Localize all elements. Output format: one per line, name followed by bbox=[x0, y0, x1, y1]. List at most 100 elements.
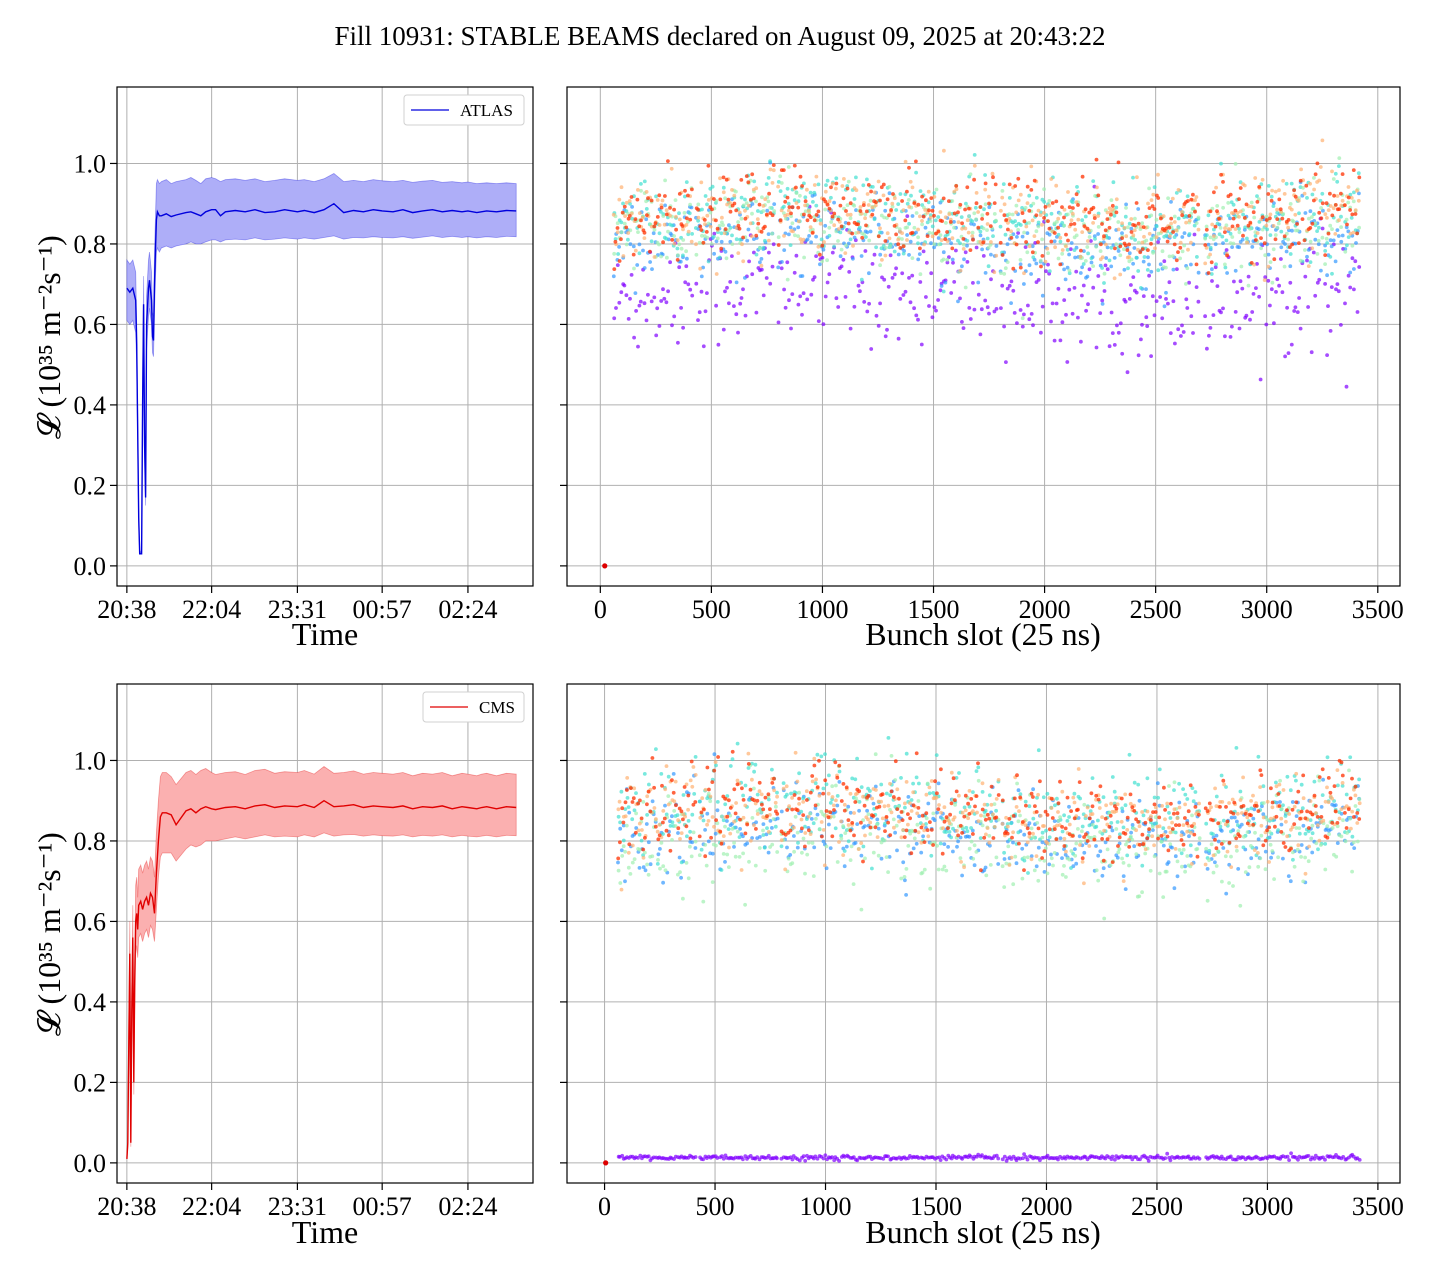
bunch-point bbox=[1134, 290, 1139, 295]
bunch-point bbox=[1170, 845, 1174, 850]
bunch-point bbox=[1112, 343, 1117, 347]
bunch-point bbox=[1121, 879, 1126, 883]
bunch-point bbox=[839, 819, 843, 824]
bunch-point bbox=[664, 828, 669, 833]
bunch-point bbox=[1247, 865, 1252, 870]
bunch-point bbox=[615, 230, 620, 235]
bunch-point bbox=[705, 202, 709, 207]
bunch-point bbox=[1177, 781, 1181, 786]
bunch-point bbox=[870, 205, 875, 210]
bunch-point bbox=[1162, 304, 1167, 309]
bunch-point bbox=[1273, 189, 1278, 194]
bunch-point bbox=[1321, 818, 1326, 823]
bunch-point bbox=[1174, 191, 1179, 195]
bunch-point bbox=[1000, 283, 1005, 288]
bunch-point bbox=[1197, 812, 1201, 817]
bunch-point bbox=[1210, 206, 1215, 211]
bunch-point bbox=[877, 804, 882, 809]
bunch-point bbox=[1230, 797, 1235, 802]
bunch-point bbox=[1064, 875, 1068, 879]
bunch-point bbox=[737, 210, 742, 215]
bunch-point bbox=[758, 260, 762, 265]
bunch-point bbox=[814, 777, 818, 782]
bunch-point bbox=[1027, 804, 1032, 809]
bunch-point bbox=[1223, 226, 1227, 231]
bunch-point bbox=[1176, 327, 1181, 332]
bunch-point bbox=[794, 253, 799, 258]
bunch-point bbox=[766, 830, 771, 834]
bunch-point bbox=[839, 799, 844, 803]
bunch-point bbox=[980, 823, 985, 828]
bunch-point bbox=[933, 218, 938, 223]
bunch-point bbox=[1157, 824, 1162, 829]
bunch-point bbox=[1031, 795, 1035, 799]
bunch-point bbox=[971, 790, 975, 794]
bunch-point bbox=[1342, 203, 1347, 208]
bunch-point bbox=[883, 201, 888, 206]
bunch-point bbox=[664, 764, 669, 768]
bunch-point bbox=[1093, 194, 1097, 198]
bunch-point bbox=[1080, 860, 1085, 864]
bunch-point bbox=[1266, 252, 1271, 257]
bunch-point bbox=[876, 234, 881, 239]
bunch-point bbox=[681, 227, 685, 232]
bunch-point bbox=[1261, 812, 1266, 817]
bunch-point bbox=[1250, 310, 1255, 314]
bunch-point bbox=[869, 347, 874, 351]
bunch-point bbox=[890, 201, 895, 206]
bunch-point bbox=[1172, 886, 1177, 891]
bunch-point bbox=[766, 797, 771, 802]
bunch-point bbox=[752, 769, 756, 774]
bunch-point bbox=[969, 826, 973, 830]
bunch-point bbox=[666, 802, 671, 807]
bunch-point bbox=[852, 197, 857, 201]
bunch-point bbox=[1336, 783, 1340, 788]
bunch-point bbox=[660, 198, 665, 203]
bunch-point bbox=[898, 192, 903, 196]
bunch-point bbox=[1104, 242, 1108, 247]
bunch-point bbox=[1133, 238, 1137, 242]
bunch-point bbox=[1235, 290, 1240, 295]
bunch-point bbox=[1027, 317, 1032, 322]
bunch-point bbox=[813, 803, 818, 808]
bunch-point bbox=[897, 796, 901, 801]
bunch-point bbox=[817, 793, 822, 798]
bunch-point bbox=[642, 236, 647, 241]
bunch-point bbox=[957, 793, 961, 798]
bunch-point bbox=[1000, 1157, 1005, 1162]
bunch-point bbox=[1036, 845, 1041, 850]
bunch-point bbox=[1040, 237, 1044, 242]
bunch-point bbox=[1085, 805, 1090, 810]
bunch-point bbox=[946, 818, 950, 823]
bunch-point bbox=[939, 238, 944, 243]
bunch-point bbox=[906, 198, 911, 202]
bunch-point bbox=[662, 222, 667, 227]
bunch-point bbox=[703, 854, 708, 859]
bunch-point bbox=[832, 1158, 837, 1163]
bunch-point bbox=[1335, 768, 1340, 772]
bunch-point bbox=[1301, 823, 1306, 828]
bunch-point bbox=[873, 203, 878, 208]
bunch-point bbox=[1300, 806, 1305, 811]
bunch-point bbox=[1152, 795, 1157, 800]
bunch-point bbox=[978, 233, 983, 238]
bunch-point bbox=[1277, 188, 1281, 193]
bunch-point bbox=[683, 188, 687, 193]
bunch-point bbox=[1016, 176, 1021, 181]
bunch-point bbox=[950, 246, 955, 251]
bunch-point bbox=[1208, 209, 1213, 214]
bunch-point bbox=[1351, 840, 1356, 845]
bunch-point bbox=[1152, 313, 1157, 318]
bunch-point bbox=[620, 1153, 625, 1158]
bunch-point bbox=[1054, 301, 1059, 306]
bunch-point bbox=[666, 289, 670, 294]
bunch-point bbox=[669, 166, 674, 171]
bunch-point bbox=[1263, 838, 1268, 843]
bunch-point bbox=[696, 218, 700, 223]
bunch-point bbox=[985, 802, 990, 807]
bunch-point bbox=[677, 211, 681, 216]
bunch-point bbox=[771, 817, 776, 821]
bunch-point bbox=[850, 776, 855, 781]
bunch-point bbox=[1136, 240, 1141, 245]
bunch-point bbox=[1151, 828, 1155, 832]
